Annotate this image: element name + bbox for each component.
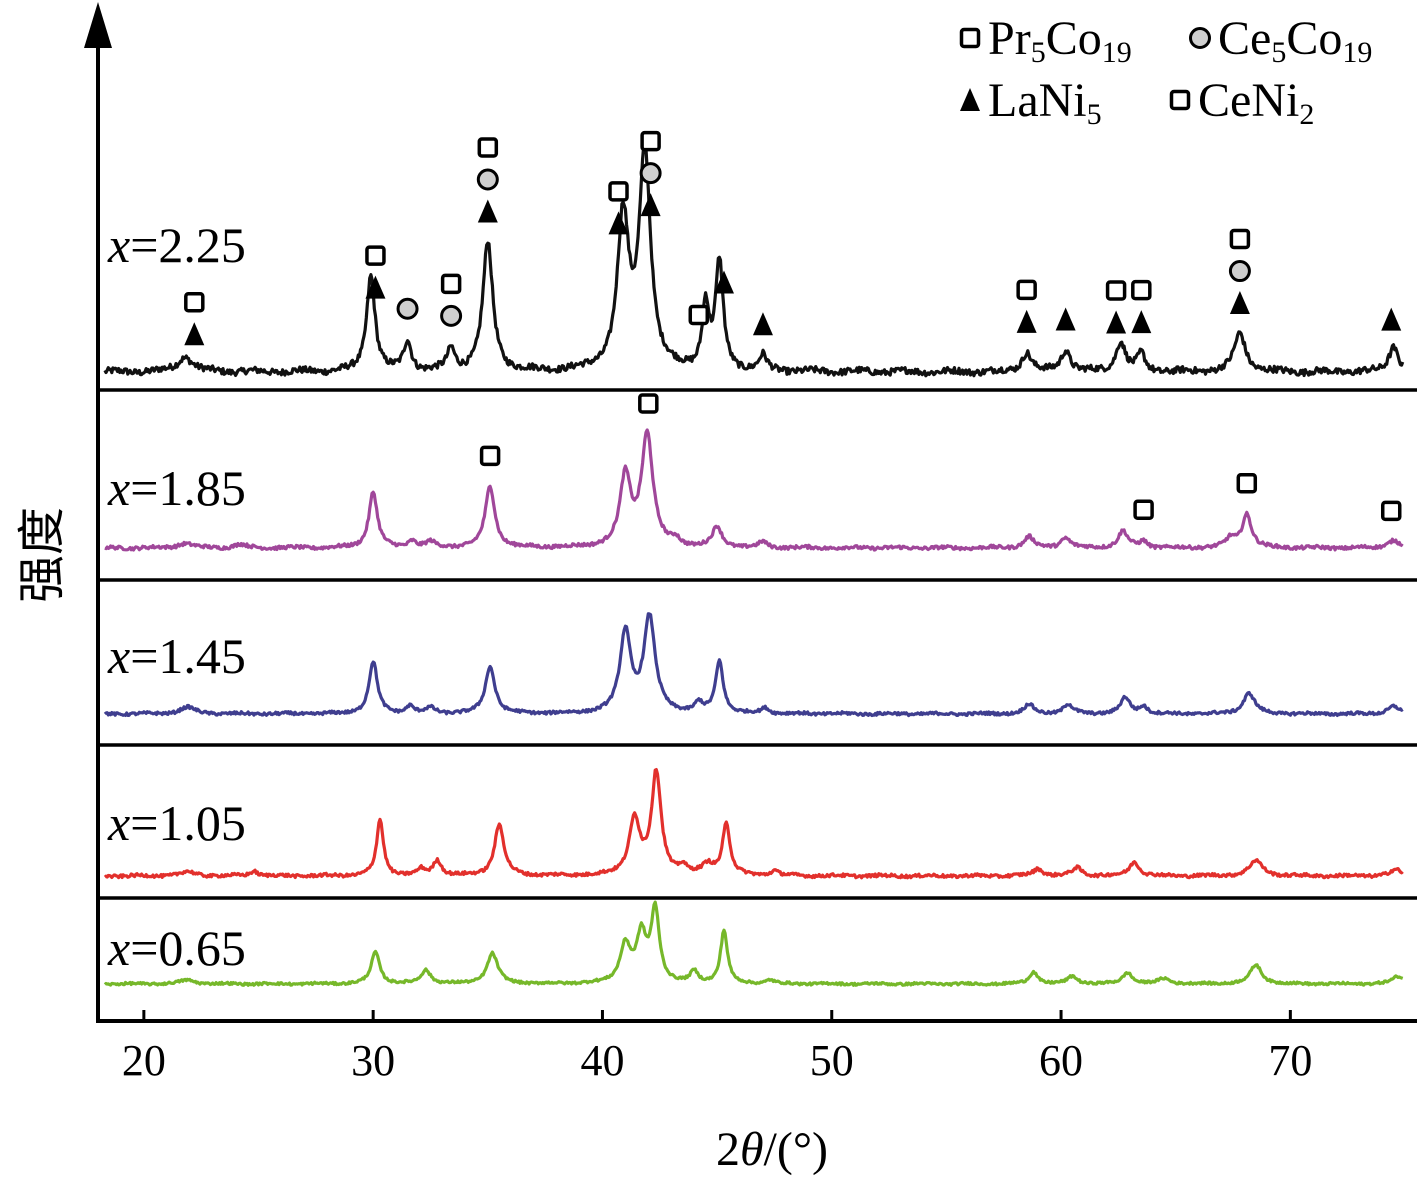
series-label-1: x=2.25 [107,217,246,273]
x-axis-title: 2θ/(°) [716,1123,828,1176]
y-axis-arrow-icon [84,2,112,48]
peak-marker-square-1-8-icon [688,304,710,326]
peak-marker-triangle-1-13-icon [1106,310,1127,334]
legend: Pr5Co19 Ce5Co19 LaNi5 CeNi2 [959,12,1372,131]
peak-marker-circle-1-3-icon [396,297,419,320]
legend-entry-2: Ce5Co19 [1218,12,1372,69]
series-line-4 [103,768,1404,880]
peak-marker-square-1-2-icon [365,245,386,266]
peak-marker-triangle-1-6-icon [608,211,629,235]
series-label-3: x=1.45 [107,628,246,684]
peak-marker-triangle-1-5-icon [477,199,498,223]
series-label-4: x=1.05 [107,795,246,851]
series-line-5 [103,900,1404,987]
panel-separators [96,388,1417,900]
peak-marker-triangle-1-14-icon [1131,310,1152,334]
axes [84,2,1417,1023]
panel-label-layer: x=2.25 x=1.85 x=1.45 x=1.05 x=0.65 [107,217,246,976]
peak-marker-square-1-4-icon [440,273,462,295]
legend-triangle-3-icon [960,88,980,111]
peak-marker-square-1-1-icon [184,291,205,313]
peak-marker-square-2-2-icon [638,393,659,414]
peak-marker-square-2-4-icon [1236,473,1258,494]
legend-entry-4: CeNi2 [1198,74,1314,131]
peak-marker-triangle-1-11-icon [1016,309,1037,333]
x-tick-label-30: 30 [351,1036,395,1085]
series-line-3 [103,612,1404,718]
peak-marker-square-1-13-icon [1105,280,1127,301]
legend-square-4-icon [1169,89,1191,111]
legend-entry-1: Pr5Co19 [988,12,1132,69]
x-tick-label-50: 50 [810,1036,854,1085]
legend-square-1-icon [959,27,981,49]
peak-marker-triangle-1-10-icon [752,312,773,336]
peak-marker-square-2-5-icon [1380,500,1402,522]
peak-marker-square-2-3-icon [1133,499,1154,521]
legend-entry-3: LaNi5 [988,74,1102,131]
series-layer [103,143,1405,987]
series-line-1 [103,143,1405,378]
x-tick-label-20: 20 [122,1036,166,1085]
peak-marker-triangle-1-2-icon [365,275,386,299]
peak-marker-circle-1-15-icon [1228,260,1251,283]
peak-marker-circle-1-5-icon [476,168,499,191]
peak-marker-triangle-1-7-icon [640,193,661,217]
series-label-5: x=0.65 [107,920,246,976]
series-line-2 [104,428,1404,552]
legend-circle-2-icon [1189,27,1211,49]
x-tick-label-70: 70 [1268,1036,1312,1085]
peak-marker-circle-1-4-icon [440,304,463,327]
peak-marker-square-2-1-icon [479,445,501,467]
phase-marker-layer [184,130,1402,522]
series-label-2: x=1.85 [107,460,246,516]
x-ticks: 20 30 40 50 60 70 [122,1010,1312,1085]
peak-marker-triangle-1-12-icon [1055,307,1076,331]
peak-marker-square-1-11-icon [1016,279,1037,301]
peak-marker-square-1-14-icon [1131,279,1152,301]
y-axis-title: 强度 [16,507,69,603]
peak-marker-square-1-7-icon [640,130,661,152]
peak-marker-triangle-1-1-icon [184,322,205,346]
peak-marker-square-1-5-icon [477,137,499,158]
peak-marker-triangle-1-16-icon [1381,307,1402,331]
peak-marker-square-1-6-icon [608,181,629,202]
peak-marker-triangle-1-15-icon [1229,291,1250,315]
peak-marker-square-1-15-icon [1229,228,1251,250]
x-tick-label-40: 40 [580,1036,624,1085]
x-tick-label-60: 60 [1039,1036,1083,1085]
peak-marker-triangle-1-9-icon [713,270,734,294]
peak-marker-circle-1-7-icon [639,162,662,185]
